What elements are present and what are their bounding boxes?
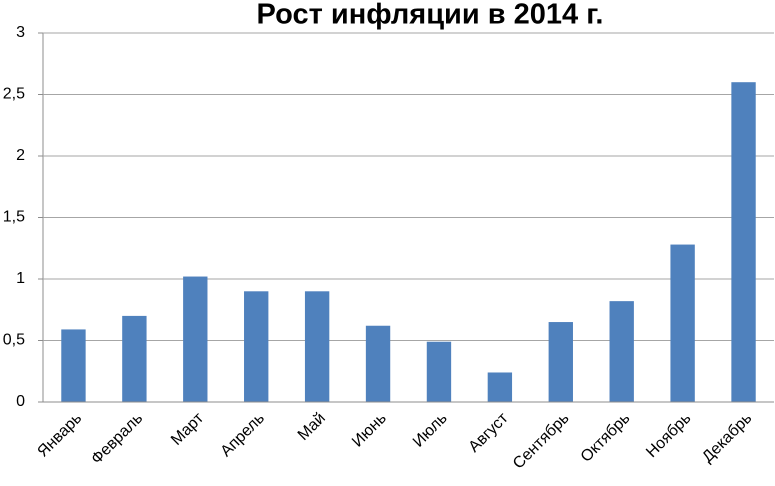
bar xyxy=(304,291,330,402)
x-tick-label: Октябрь xyxy=(578,410,634,466)
x-tick-label: Декабрь xyxy=(699,410,755,466)
bar xyxy=(122,315,147,402)
x-tick-label: Июль xyxy=(410,410,451,451)
bar xyxy=(548,322,573,402)
bar xyxy=(183,276,208,402)
x-tick-label: Март xyxy=(168,409,208,449)
y-tick-label: 1 xyxy=(16,270,25,287)
chart-title: Рост инфляции в 2014 г. xyxy=(257,0,604,31)
y-tick-label: 2,5 xyxy=(3,86,25,103)
x-tick-label: Февраль xyxy=(88,410,146,468)
bar xyxy=(244,291,269,402)
y-tick-label: 0,5 xyxy=(3,332,25,349)
x-tick-label: Сентябрь xyxy=(510,410,573,473)
bar xyxy=(670,244,695,402)
x-tick-label: Январь xyxy=(34,410,85,461)
y-tick-label: 2 xyxy=(16,147,25,164)
x-tick-label: Август xyxy=(466,409,513,456)
bar xyxy=(426,341,452,402)
bar xyxy=(609,301,634,402)
bar xyxy=(365,325,391,402)
bar xyxy=(61,329,86,402)
bar xyxy=(487,372,513,402)
x-tick-label: Июнь xyxy=(349,410,390,451)
x-tick-label: Ноябрь xyxy=(643,410,694,461)
x-tick-label: Апрель xyxy=(218,410,268,460)
y-tick-label: 1,5 xyxy=(3,209,25,226)
y-tick-label: 0 xyxy=(16,393,25,410)
bar xyxy=(731,82,756,402)
y-tick-label: 3 xyxy=(16,24,25,41)
x-tick-label: Май xyxy=(295,410,329,444)
